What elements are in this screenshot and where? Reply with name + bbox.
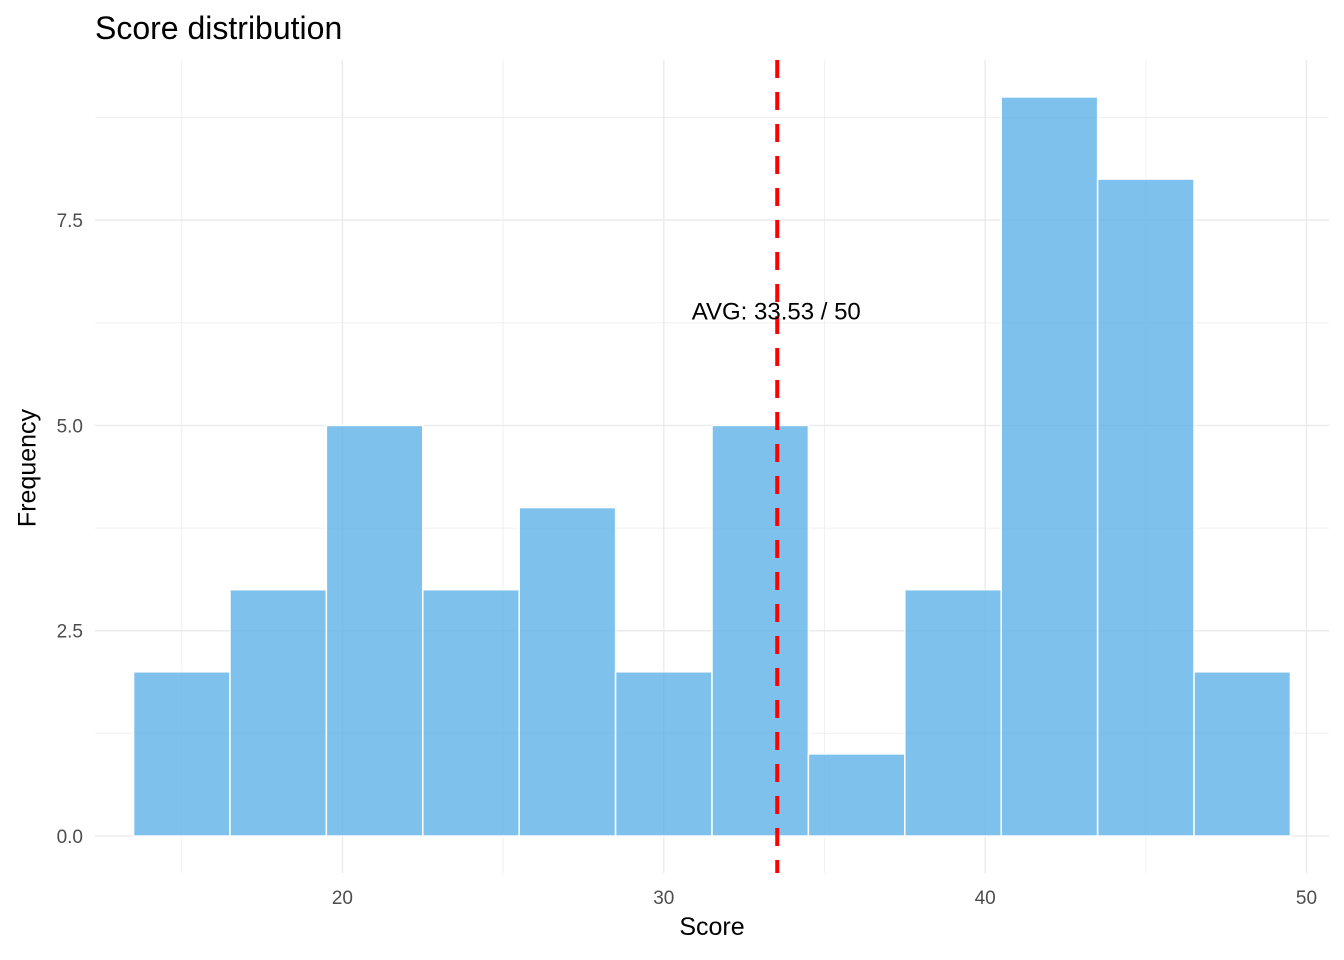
y-tick-label: 5.0 (57, 416, 83, 437)
histogram-bar (518, 506, 617, 837)
histogram-bar (807, 753, 906, 837)
tick-labels: 20 30 40 50 0.0 2.5 5.0 7.5 (57, 211, 1317, 909)
histogram-bar (614, 671, 713, 837)
histogram-bar (1193, 671, 1292, 837)
x-axis-title: Score (679, 913, 745, 941)
y-tick-label: 2.5 (57, 622, 83, 643)
mean-annotation: AVG: 33.53 / 50 (692, 298, 861, 325)
histogram-bar (1000, 96, 1099, 837)
x-tick-label: 20 (332, 888, 353, 909)
histogram-bar (711, 424, 810, 837)
bars (132, 96, 1292, 837)
histogram-bar (422, 588, 520, 837)
histogram-bar (1096, 178, 1195, 837)
histogram-bar (904, 588, 1002, 837)
histogram-bar (132, 671, 231, 837)
x-tick-label: 30 (653, 888, 674, 909)
x-tick-label: 40 (975, 888, 996, 909)
y-tick-label: 7.5 (57, 211, 83, 232)
histogram-bar (229, 588, 328, 837)
x-tick-label: 50 (1296, 888, 1317, 909)
histogram-bar (325, 424, 424, 837)
chart-title: Score distribution (95, 10, 343, 46)
annotation-group: AVG: 33.53 / 50 (692, 298, 861, 325)
y-tick-label: 0.0 (57, 827, 83, 848)
